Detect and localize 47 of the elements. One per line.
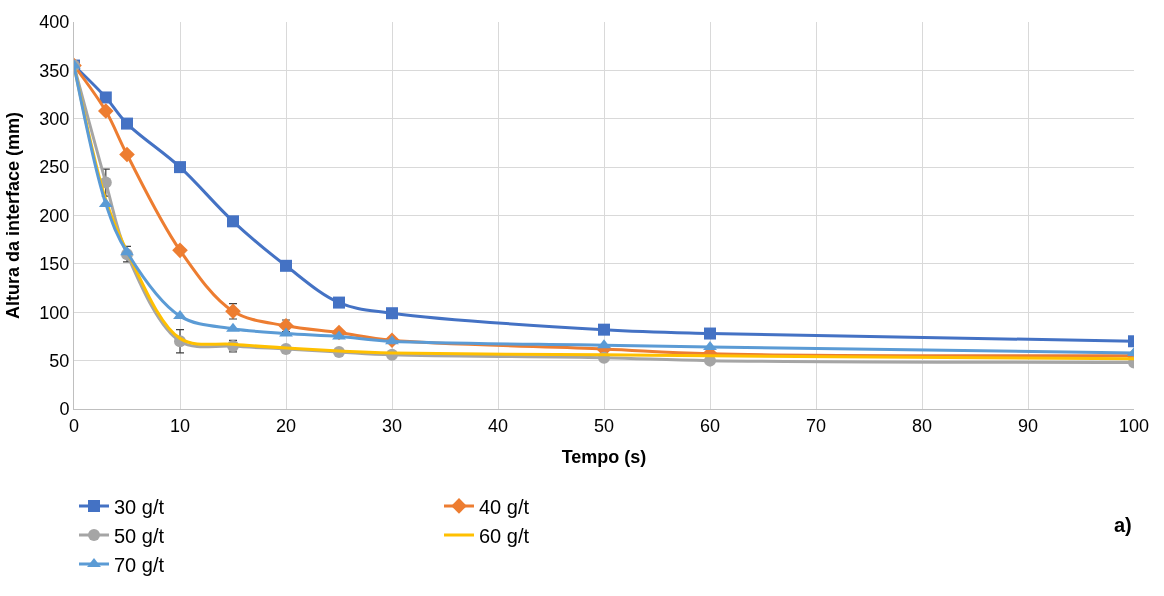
legend-label: 40 g/t <box>479 495 530 518</box>
point <box>386 307 398 320</box>
point <box>99 91 112 104</box>
x-tick-label: 50 <box>593 415 615 436</box>
point <box>598 323 610 336</box>
point <box>120 246 134 256</box>
x-tick-label: 40 <box>487 415 509 436</box>
y-tick-label: 250 <box>39 157 70 178</box>
x-tick-label: 60 <box>699 415 721 436</box>
point <box>172 242 188 259</box>
x-tick-label: 100 <box>1118 415 1150 436</box>
x-tick-label: 90 <box>1017 415 1039 436</box>
legend-label: 50 g/t <box>114 524 165 547</box>
x-tick-label: 10 <box>169 415 191 436</box>
y-tick-label: 100 <box>39 302 70 323</box>
x-tick-label: 30 <box>381 415 403 436</box>
point <box>98 103 114 119</box>
point <box>333 296 345 309</box>
point <box>280 259 292 272</box>
legend-label: 60 g/t <box>479 524 530 547</box>
point <box>119 146 135 163</box>
point <box>704 327 716 340</box>
y-tick-label: 350 <box>39 60 70 81</box>
y-tick-label: 400 <box>39 12 70 33</box>
y-tick-label: 300 <box>39 109 70 130</box>
point <box>597 339 611 349</box>
point <box>332 330 346 340</box>
y-tick-label: 200 <box>39 205 70 226</box>
point <box>173 310 187 320</box>
y-tick-label: 0 <box>59 399 70 420</box>
point <box>227 215 239 228</box>
point <box>174 161 186 174</box>
y-axis-title: Altura da interface (mm) <box>2 111 23 320</box>
x-axis-title: Tempo (s) <box>561 446 647 467</box>
text: a) <box>1114 514 1132 536</box>
x-tick-label: 20 <box>275 415 297 436</box>
point <box>121 117 133 130</box>
x-tick-label: 80 <box>911 415 933 436</box>
point <box>385 335 399 345</box>
legend-label: 30 g/t <box>114 495 165 518</box>
point <box>279 327 293 337</box>
x-tick-label: 70 <box>805 415 827 436</box>
point <box>703 341 717 351</box>
y-tick-label: 50 <box>49 350 70 371</box>
point <box>226 322 240 332</box>
y-tick-label: 150 <box>39 254 70 275</box>
legend-label: 70 g/t <box>114 553 165 576</box>
